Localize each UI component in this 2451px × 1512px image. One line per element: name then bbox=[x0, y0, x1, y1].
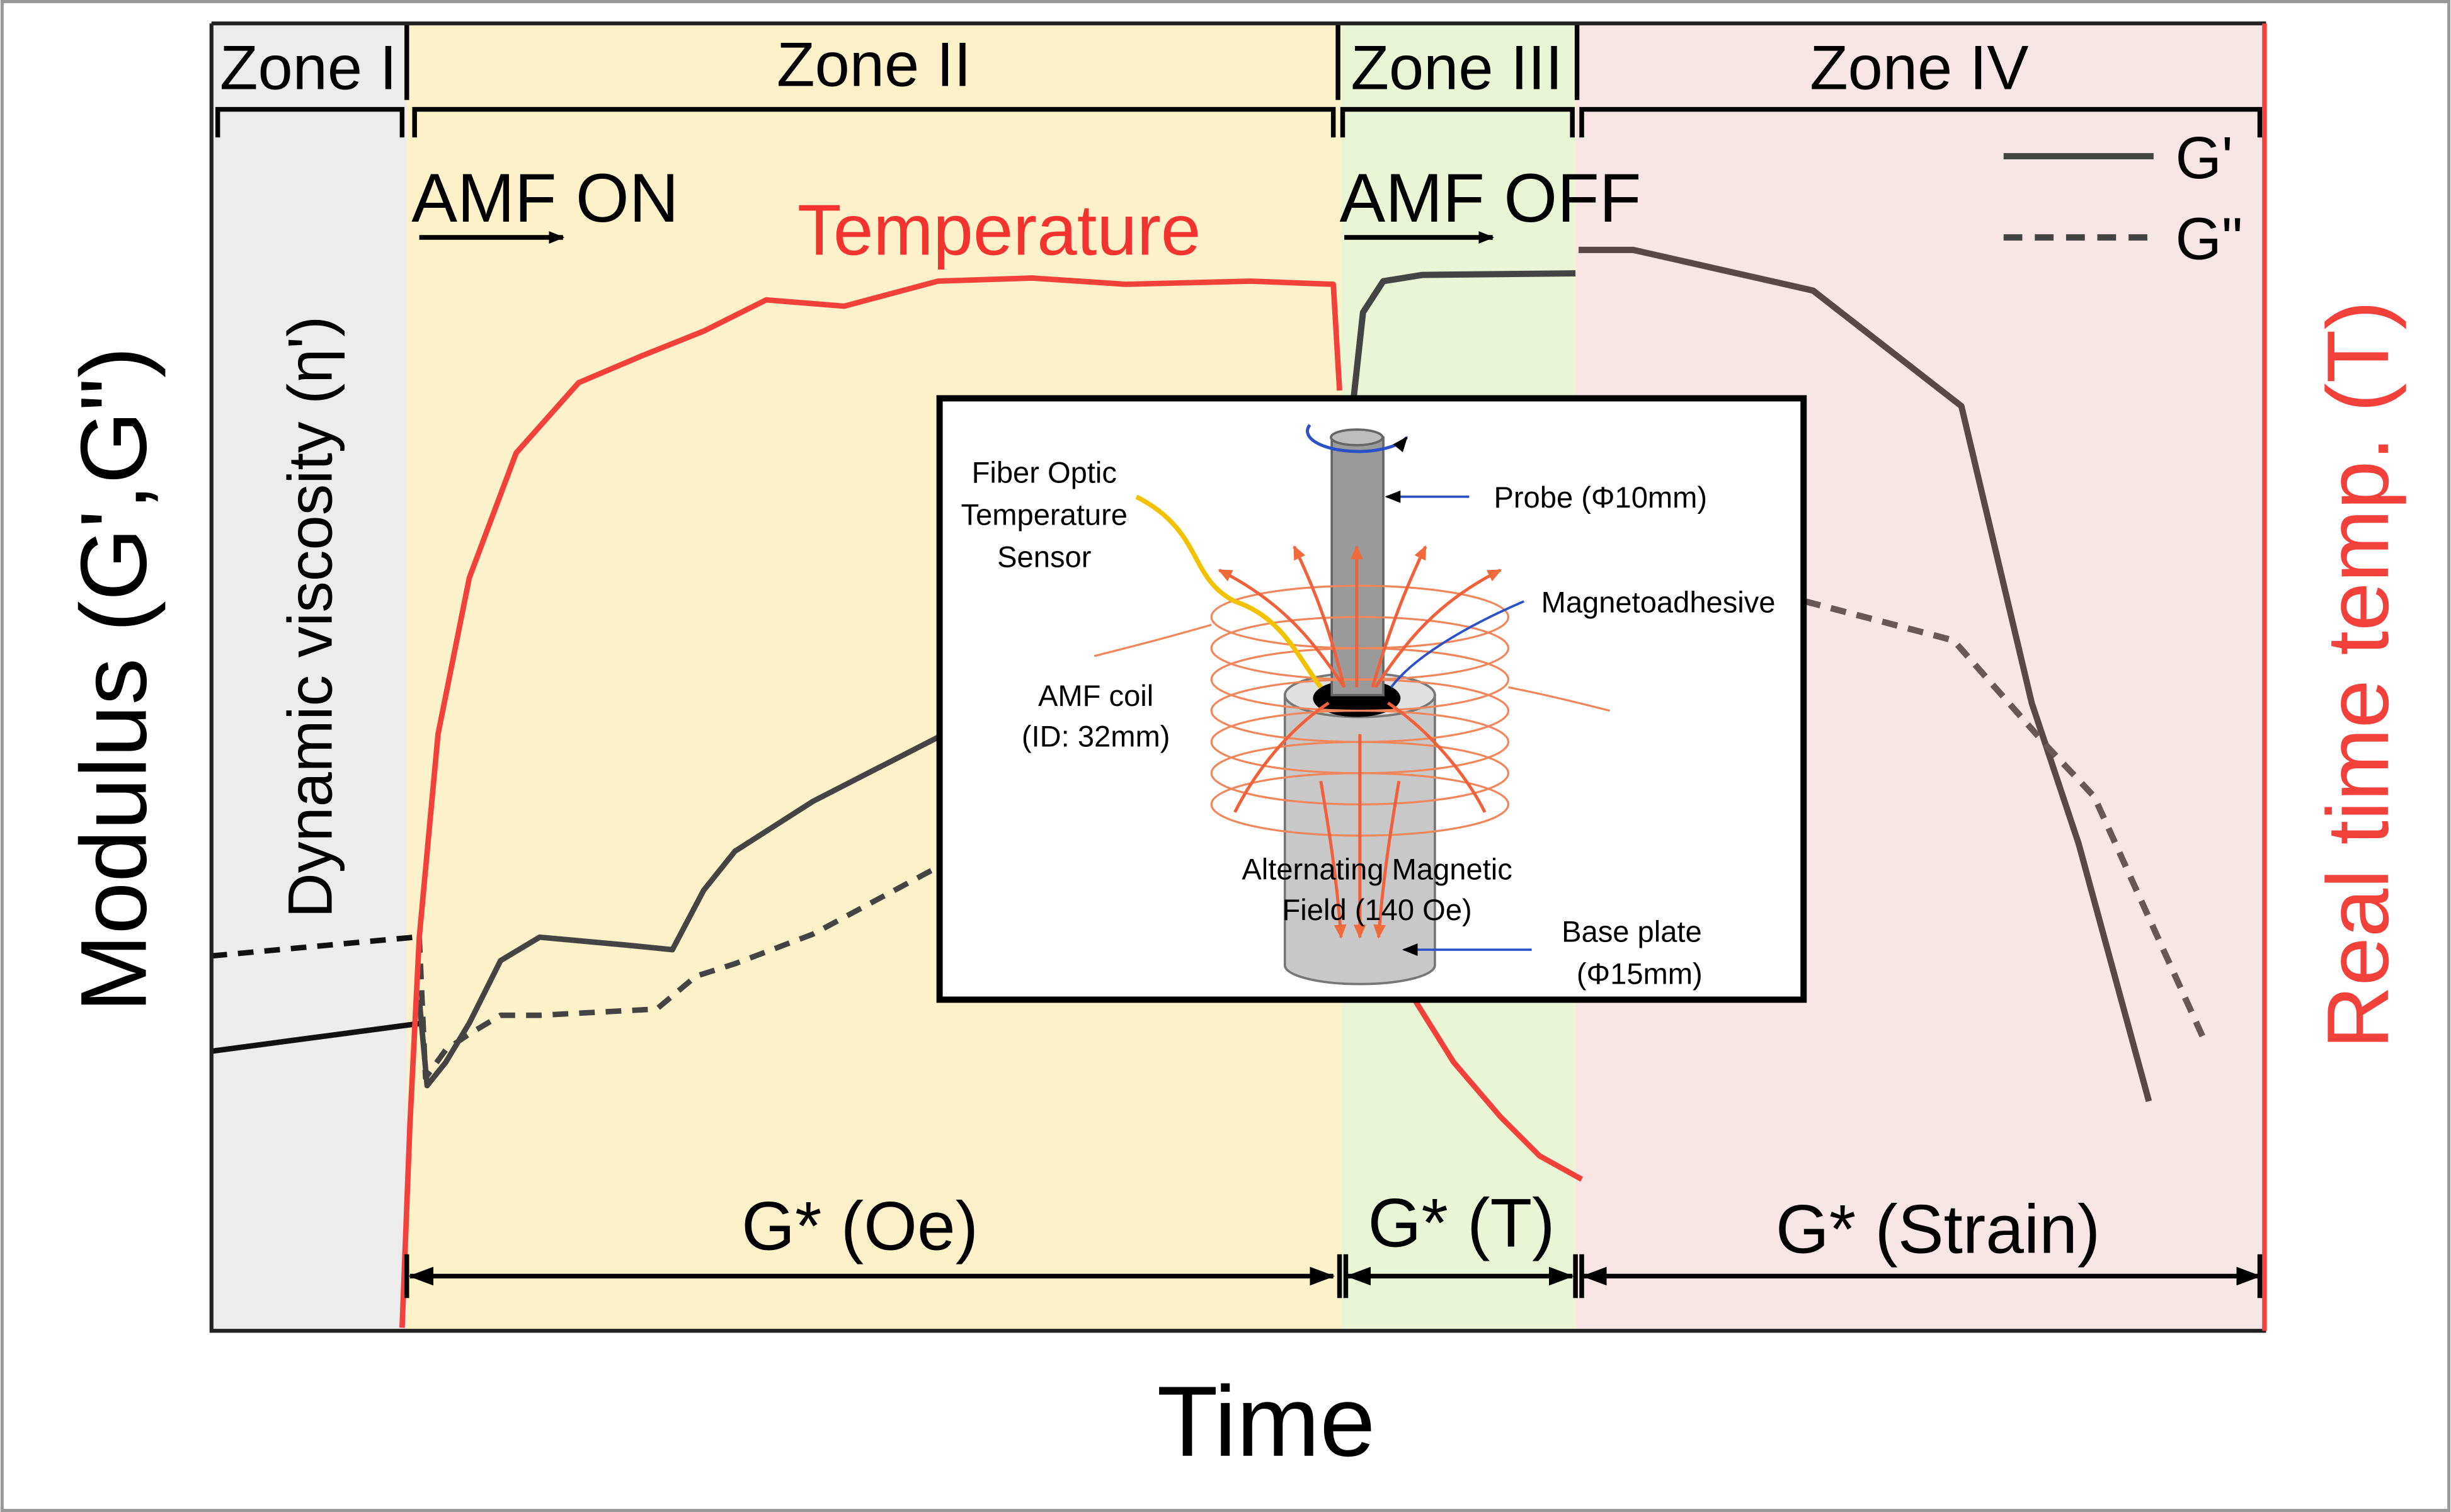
g-double-prime-curve bbox=[1804, 598, 2207, 1040]
zone-label: Zone III bbox=[1351, 33, 1562, 103]
x-axis-label: Time bbox=[1157, 1365, 1376, 1477]
inset: Fiber Optic Temperature Sensor Probe (Φ1… bbox=[936, 395, 1807, 1003]
inset-label: Temperature bbox=[961, 497, 1128, 531]
zone-brackets-part bbox=[412, 106, 1336, 138]
g-prime-curve bbox=[211, 1020, 423, 1054]
temperature-curve bbox=[1412, 998, 1584, 1182]
inset-labels: Fiber Optic Temperature Sensor Probe (Φ1… bbox=[961, 455, 1776, 990]
zone-brackets-part bbox=[215, 106, 405, 138]
zone-label: Zone I bbox=[220, 33, 397, 103]
g-prime-curve bbox=[1579, 246, 2152, 1102]
g-prime-curve bbox=[416, 734, 940, 1089]
regime-label: G* (T) bbox=[1368, 1185, 1555, 1261]
inset-leaders-part bbox=[1390, 600, 1524, 688]
y2-axis-label: Real time temp. (T) bbox=[2309, 300, 2407, 1049]
g-double-prime-curve bbox=[211, 934, 415, 959]
inset-apparatus-part bbox=[1306, 424, 1408, 453]
inset-label: (Φ15mm) bbox=[1577, 957, 1703, 991]
inset-label: Sensor bbox=[997, 540, 1091, 573]
inset-field-lines-part bbox=[1293, 545, 1346, 688]
regime-label: G* (Strain) bbox=[1776, 1191, 2100, 1268]
inset-leaders bbox=[1135, 490, 1532, 956]
inset-label: Magnetoadhesive bbox=[1541, 585, 1776, 618]
inset-coil-part bbox=[1094, 623, 1611, 712]
legend-label: G" bbox=[2176, 206, 2243, 272]
inset-field-lines-part bbox=[1373, 780, 1401, 939]
zone-brackets-part bbox=[1579, 106, 2263, 138]
inset-label: Alternating Magnetic bbox=[1242, 852, 1512, 885]
axes-frame bbox=[209, 21, 2267, 1333]
inset-label: (ID: 32mm) bbox=[1022, 720, 1170, 753]
temperature-label: Temperature bbox=[797, 190, 1201, 270]
zone-label: Zone IV bbox=[1810, 33, 2028, 103]
regime-label: G* (Oe) bbox=[741, 1188, 978, 1265]
zone-backgrounds-part bbox=[211, 23, 407, 1331]
inset-apparatus-part bbox=[1330, 428, 1384, 446]
y-axis-label: Modulus (G',G") bbox=[61, 346, 166, 1012]
inset-field-lines-part bbox=[1319, 780, 1347, 939]
event-label: AMF OFF bbox=[1340, 160, 1642, 237]
inset-field-lines-part bbox=[1233, 702, 1330, 813]
zone1-label: Dynamic viscosity (η') bbox=[276, 316, 346, 918]
zone-header: Zone I Zone II Zone III Zone IV bbox=[220, 30, 2029, 103]
inset-field-lines-part bbox=[1218, 569, 1346, 688]
zone-brackets bbox=[215, 23, 2263, 138]
g-double-prime-curve bbox=[416, 864, 940, 1081]
curves bbox=[211, 246, 2207, 1328]
inset-leaders-part bbox=[1135, 494, 1323, 689]
legend-label: G' bbox=[2176, 125, 2233, 191]
inset-field-lines-part bbox=[1371, 545, 1427, 688]
axes-frame-part bbox=[209, 21, 2266, 1333]
legend: G' G" bbox=[2003, 125, 2243, 272]
g-prime-curve bbox=[1350, 270, 1576, 399]
inset-field-lines bbox=[1218, 545, 1502, 939]
regime-labels: G* (Oe) G* (T) G* (Strain) bbox=[741, 1185, 2100, 1268]
inset-field-lines-part bbox=[1374, 569, 1502, 688]
inset-label: Field (140 Oe) bbox=[1283, 893, 1472, 926]
zone-label: Zone II bbox=[777, 30, 971, 99]
inset-field-lines-part bbox=[1387, 702, 1487, 813]
inset-label: AMF coil bbox=[1038, 679, 1153, 712]
inset-label: Probe (Φ10mm) bbox=[1494, 480, 1707, 514]
inset-label: Base plate bbox=[1562, 915, 1702, 948]
event-label: AMF ON bbox=[411, 160, 678, 237]
inset-label: Fiber Optic bbox=[972, 455, 1117, 489]
regime-arrows bbox=[404, 1254, 2263, 1299]
temperature-curve bbox=[399, 275, 1342, 1328]
zone-brackets-part bbox=[1340, 106, 1575, 138]
